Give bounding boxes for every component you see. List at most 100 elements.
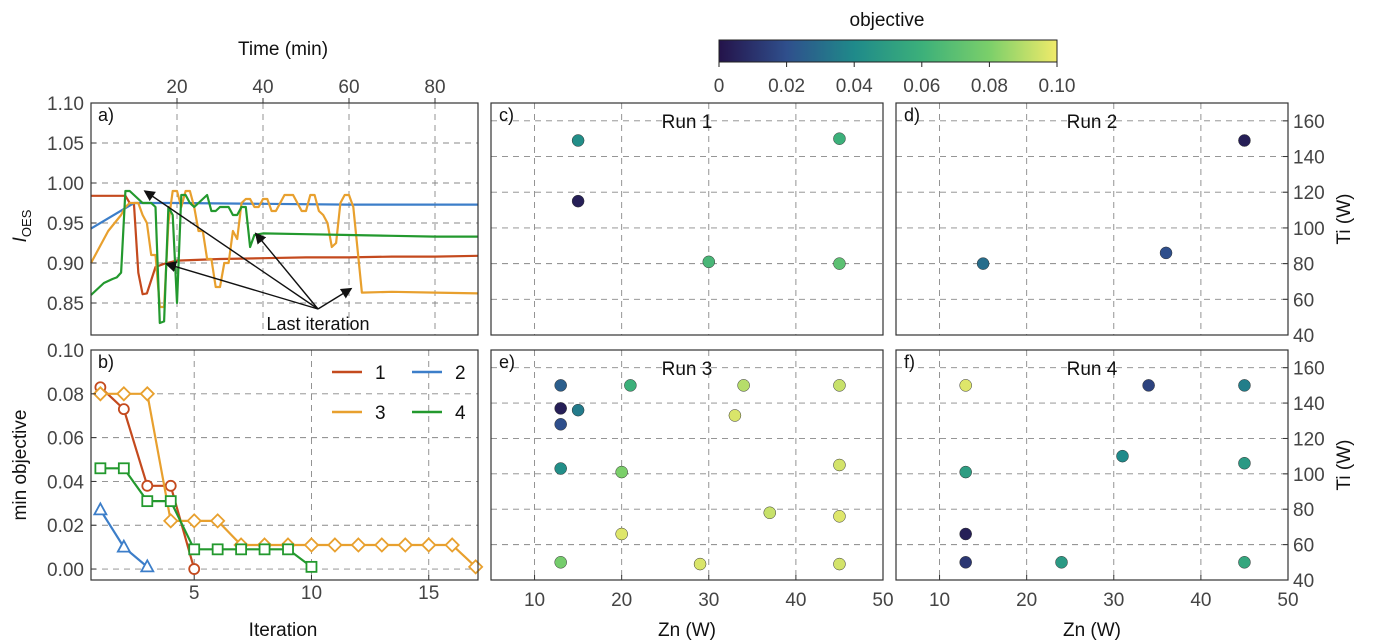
scatter-point [833, 510, 846, 523]
data-marker-diamond [116, 386, 132, 402]
y-tick-label: 0.04 [47, 472, 84, 493]
panel-c-frame [490, 102, 884, 336]
data-marker-square [305, 560, 318, 573]
y-tick-label: 0.06 [47, 429, 84, 450]
x-tick-label: 50 [872, 590, 893, 611]
data-marker-triangle [92, 501, 108, 516]
panel-label-c: c) [499, 105, 514, 125]
x-tick-label-top: 40 [252, 77, 273, 98]
x-tick-label: 40 [1190, 590, 1211, 611]
series-line-2 [99, 509, 149, 568]
data-marker-diamond [303, 537, 320, 553]
scatter-point [554, 402, 567, 415]
y-tick-label: 120 [1293, 183, 1325, 204]
y-tick-label: 60 [1293, 536, 1314, 557]
scatter-point [1238, 556, 1251, 569]
x-tick-label: 5 [189, 583, 200, 604]
scatter-point [833, 132, 846, 145]
panel-b-frame [90, 349, 479, 581]
scatter-point [833, 257, 846, 270]
data-marker-square [117, 462, 130, 475]
data-marker-diamond [350, 537, 367, 553]
scatter-point [624, 379, 637, 392]
y-tick-label: 0.10 [47, 341, 84, 362]
panel-d-frame [895, 102, 1289, 336]
scatter-point [1238, 379, 1251, 392]
scatter-point [571, 403, 585, 417]
scatter-point [737, 379, 750, 392]
y-tick-label: 0.02 [47, 516, 84, 537]
y-tick-label: 160 [1293, 112, 1325, 133]
legend-label-2: 2 [455, 363, 466, 384]
series-line-4 [90, 189, 478, 325]
y-tick-label: 1.10 [47, 94, 84, 115]
y-tick-label: 1.05 [47, 134, 84, 155]
y-tick-label: 0.85 [47, 294, 84, 315]
colorbar-tick-label: 0 [714, 76, 725, 97]
x-tick-label: 30 [698, 590, 719, 611]
legend-label-1: 1 [375, 363, 386, 384]
scatter-point [554, 379, 567, 392]
data-marker-diamond [444, 537, 460, 553]
x-axis-title-e: Zn (W) [658, 620, 716, 641]
data-marker-triangle [139, 558, 155, 573]
data-marker-square [258, 543, 271, 556]
data-marker-circle [117, 403, 130, 416]
legend-label-4: 4 [455, 403, 466, 424]
scatter-point [615, 465, 628, 479]
y-tick-label: 60 [1293, 290, 1314, 311]
data-marker-circle [164, 479, 177, 492]
x-tick-label-top: 80 [424, 77, 445, 98]
data-marker-diamond [374, 537, 390, 553]
panel-label-a: a) [98, 105, 114, 125]
colorbar-tick-label: 0.02 [768, 76, 805, 97]
scatter-point [1055, 556, 1068, 569]
x-tick-label: 40 [785, 590, 806, 611]
x-tick-label: 10 [929, 590, 950, 611]
panel-label-f: f) [904, 352, 915, 372]
x-axis-title-top: Time (min) [238, 39, 328, 60]
data-marker-circle [188, 563, 201, 575]
y-tick-label: 0.08 [47, 385, 84, 406]
y-tick-label: 100 [1293, 219, 1325, 240]
y-tick-label: 40 [1293, 571, 1314, 592]
annotation-label: Last iteration [266, 314, 369, 334]
scatter-point [959, 379, 972, 392]
legend-label-3: 3 [375, 403, 386, 424]
scatter-point [728, 409, 742, 422]
y-tick-label: 140 [1293, 148, 1325, 169]
panel-title-d: Run 2 [1067, 112, 1118, 133]
x-tick-label: 10 [524, 590, 545, 611]
x-tick-label: 20 [1016, 590, 1037, 611]
annotation-arrow [254, 232, 319, 310]
scatter-point [833, 379, 846, 392]
scatter-point [1238, 134, 1251, 147]
series-line-4 [100, 467, 313, 568]
scatter-point [693, 557, 707, 571]
y-tick-label: 80 [1293, 500, 1314, 521]
annotation-arrow [143, 190, 319, 310]
scatter-point [571, 134, 585, 147]
data-marker-triangle [116, 538, 132, 553]
data-marker-square [188, 543, 201, 556]
series-line-2 [90, 201, 478, 230]
panel-label-e: e) [499, 352, 515, 372]
y-tick-label: 80 [1293, 255, 1314, 276]
data-marker-square [141, 495, 154, 508]
x-tick-label: 50 [1277, 590, 1298, 611]
y-tick-label: 140 [1293, 394, 1325, 415]
colorbar-title: objective [850, 10, 925, 31]
data-marker-square [235, 543, 248, 556]
panel-title-e: Run 3 [662, 359, 713, 380]
scatter-point [615, 527, 628, 541]
data-marker-diamond [420, 537, 437, 553]
colorbar-tick-label: 0.06 [903, 76, 940, 97]
data-marker-diamond [327, 537, 343, 553]
annotation-arrow [164, 261, 319, 310]
data-marker-diamond [397, 537, 414, 553]
x-axis-title-f: Zn (W) [1063, 620, 1121, 641]
data-marker-diamond [162, 513, 179, 529]
colorbar-tick-label: 0.08 [971, 76, 1008, 97]
x-tick-label: 15 [418, 583, 439, 604]
